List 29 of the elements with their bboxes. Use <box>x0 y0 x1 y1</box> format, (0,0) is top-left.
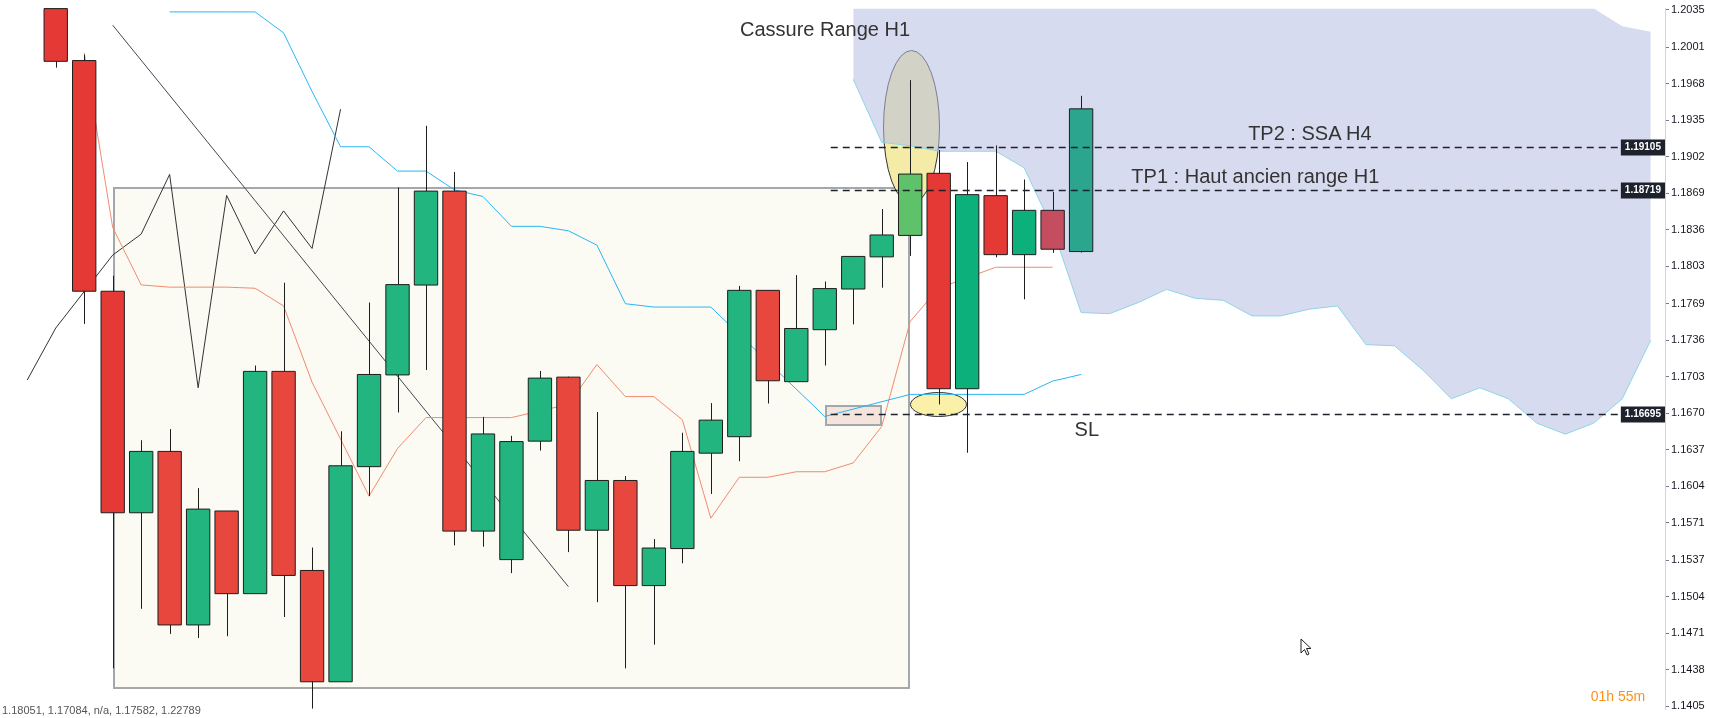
y-tick-label: 1.1637 <box>1671 442 1705 455</box>
y-tick-label: 1.1471 <box>1671 626 1705 639</box>
annotation: 1.18719 <box>1624 184 1662 196</box>
annotation: 1.18051, 1.17084, n/a, 1.17582, 1.22789 <box>2 704 201 717</box>
y-tick-label: 1.1836 <box>1671 222 1705 235</box>
annotation: 1.19105 <box>1624 141 1662 153</box>
y-tick-label: 1.1405 <box>1671 699 1705 712</box>
y-tick-label: 1.1537 <box>1671 553 1705 566</box>
annotation: Cassure Range H1 <box>739 17 911 40</box>
y-tick-label: 1.2035 <box>1671 2 1705 15</box>
ref-line-label: TP2 : SSA H4 <box>1248 122 1372 145</box>
y-tick-label: 1.1604 <box>1671 479 1705 492</box>
y-tick-label: 1.1803 <box>1671 259 1705 272</box>
y-tick-label: 1.1769 <box>1671 296 1705 309</box>
y-tick-label: 1.1869 <box>1671 186 1705 199</box>
y-tick-label: 1.1968 <box>1671 76 1705 89</box>
y-tick-label: 1.1703 <box>1671 369 1705 382</box>
y-tick-label: 1.1902 <box>1671 149 1705 162</box>
y-tick-label: 1.1736 <box>1671 333 1705 346</box>
ref-line-label: TP1 : Haut ancien range H1 <box>1131 165 1380 188</box>
y-tick-label: 1.1504 <box>1671 589 1705 602</box>
annotation: 1.16695 <box>1624 408 1662 420</box>
y-tick-label: 1.2001 <box>1671 40 1705 53</box>
y-tick-label: 1.1935 <box>1671 113 1705 126</box>
annotation: 01h 55m <box>1590 687 1646 704</box>
y-tick-label: 1.1438 <box>1671 662 1705 675</box>
ref-line-label: SL <box>1074 418 1100 441</box>
y-tick-label: 1.1670 <box>1671 406 1705 419</box>
y-tick-label: 1.1571 <box>1671 515 1705 528</box>
